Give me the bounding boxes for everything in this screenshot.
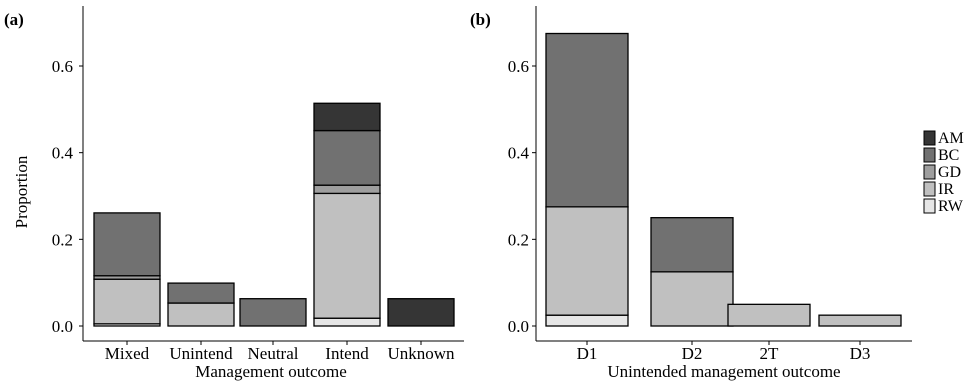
panel-a-bar-ir — [93, 278, 161, 325]
legend-label-ir: IR — [938, 181, 954, 198]
panel-b-axes: 0.0 0.2 0.4 0.6 D1 D2 2T D3 — [508, 6, 912, 363]
panel-b-y-tick-label: 0.2 — [508, 230, 529, 249]
panel-b-x-tick-label: D2 — [682, 344, 703, 363]
panel-a-bar-gd — [313, 184, 381, 195]
panel-a-y-tick-label: 0.4 — [52, 144, 74, 163]
panel-b-x-axis-title: Unintended management outcome — [607, 362, 840, 381]
panel-a-y-axis-title: Proportion — [12, 155, 31, 228]
panel-b-bars — [545, 32, 902, 327]
panel-a-x-tick-label: Unknown — [387, 344, 455, 363]
legend-swatch-rw — [923, 198, 936, 214]
panel-a-bar-rw — [313, 317, 381, 327]
legend-label-bc: BC — [938, 147, 959, 164]
legend-label-am: AM — [938, 130, 964, 147]
panel-b-bar-bc — [545, 32, 629, 208]
panel-a-x-axis-title: Management outcome — [195, 362, 347, 381]
panel-a-axes: 0.0 0.2 0.4 0.6 Mixed Unintend Neutral Intend Un… — [52, 6, 464, 363]
panel-b-bar-bc — [650, 217, 734, 273]
legend-swatch-ir — [923, 181, 936, 197]
panel-b-bar-ir — [727, 303, 811, 327]
legend-label-rw: RW — [938, 198, 964, 215]
panel-a-bar-bc — [167, 282, 235, 304]
legend-label-gd: GD — [938, 164, 961, 181]
panel-a-bar-ir — [167, 302, 235, 327]
panel-b-x-tick-label: D1 — [577, 344, 598, 363]
panel-b-y-tick-label: 0.0 — [508, 317, 529, 336]
panel-a-bar-ir — [313, 192, 381, 319]
panel-a-bar-am — [313, 102, 381, 132]
panel-b-x-tick-label: D3 — [850, 344, 871, 363]
legend-swatch-bc — [923, 147, 936, 163]
panel-a: (a) Proportion Management outcome 0.0 0.2… — [4, 6, 464, 381]
panel-b-bar-rw — [545, 314, 629, 327]
panel-a-x-tick-label: Mixed — [105, 344, 150, 363]
panel-b-y-tick-label: 0.4 — [508, 144, 530, 163]
panel-b-label: (b) — [470, 10, 491, 29]
panel-a-bar-am — [387, 298, 455, 327]
legend-swatch-gd — [923, 164, 936, 180]
panel-b-bar-ir — [650, 271, 734, 327]
panel-a-bar-bc — [239, 298, 307, 327]
panel-b-bar-ir — [818, 314, 902, 327]
panel-a-y-tick-label: 0.0 — [52, 317, 73, 336]
panel-b-bar-ir — [545, 206, 629, 316]
panel-a-bars — [93, 102, 455, 327]
panel-a-label: (a) — [4, 10, 24, 29]
panel-a-bar-bc — [93, 212, 161, 277]
panel-a-x-tick-label: Unintend — [169, 344, 233, 363]
panel-a-bar-bc — [313, 129, 381, 186]
panel-b-y-tick-label: 0.6 — [508, 57, 529, 76]
panel-b-x-tick-label: 2T — [760, 344, 780, 363]
panel-a-x-tick-label: Intend — [325, 344, 369, 363]
panel-b: (b) Unintended management outcome 0.0 0.2… — [470, 6, 912, 381]
panel-a-y-tick-label: 0.2 — [52, 230, 73, 249]
panel-a-y-tick-label: 0.6 — [52, 57, 73, 76]
panel-a-x-tick-label: Neutral — [248, 344, 299, 363]
legend-swatch-am — [923, 130, 936, 146]
